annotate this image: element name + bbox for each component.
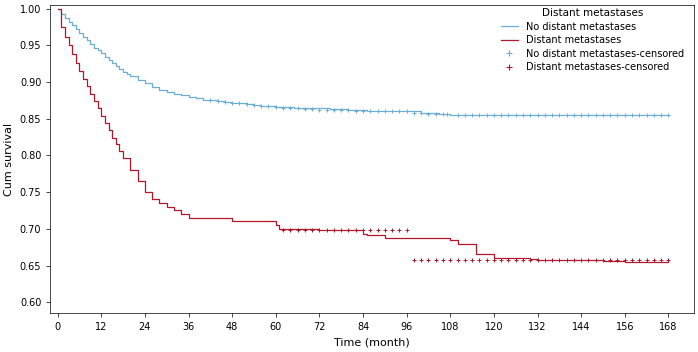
- X-axis label: Time (month): Time (month): [334, 338, 410, 348]
- Legend: No distant metastases, Distant metastases, No distant metastases-censored, Dista: No distant metastases, Distant metastase…: [496, 4, 689, 77]
- Y-axis label: Cum survival: Cum survival: [4, 122, 14, 196]
